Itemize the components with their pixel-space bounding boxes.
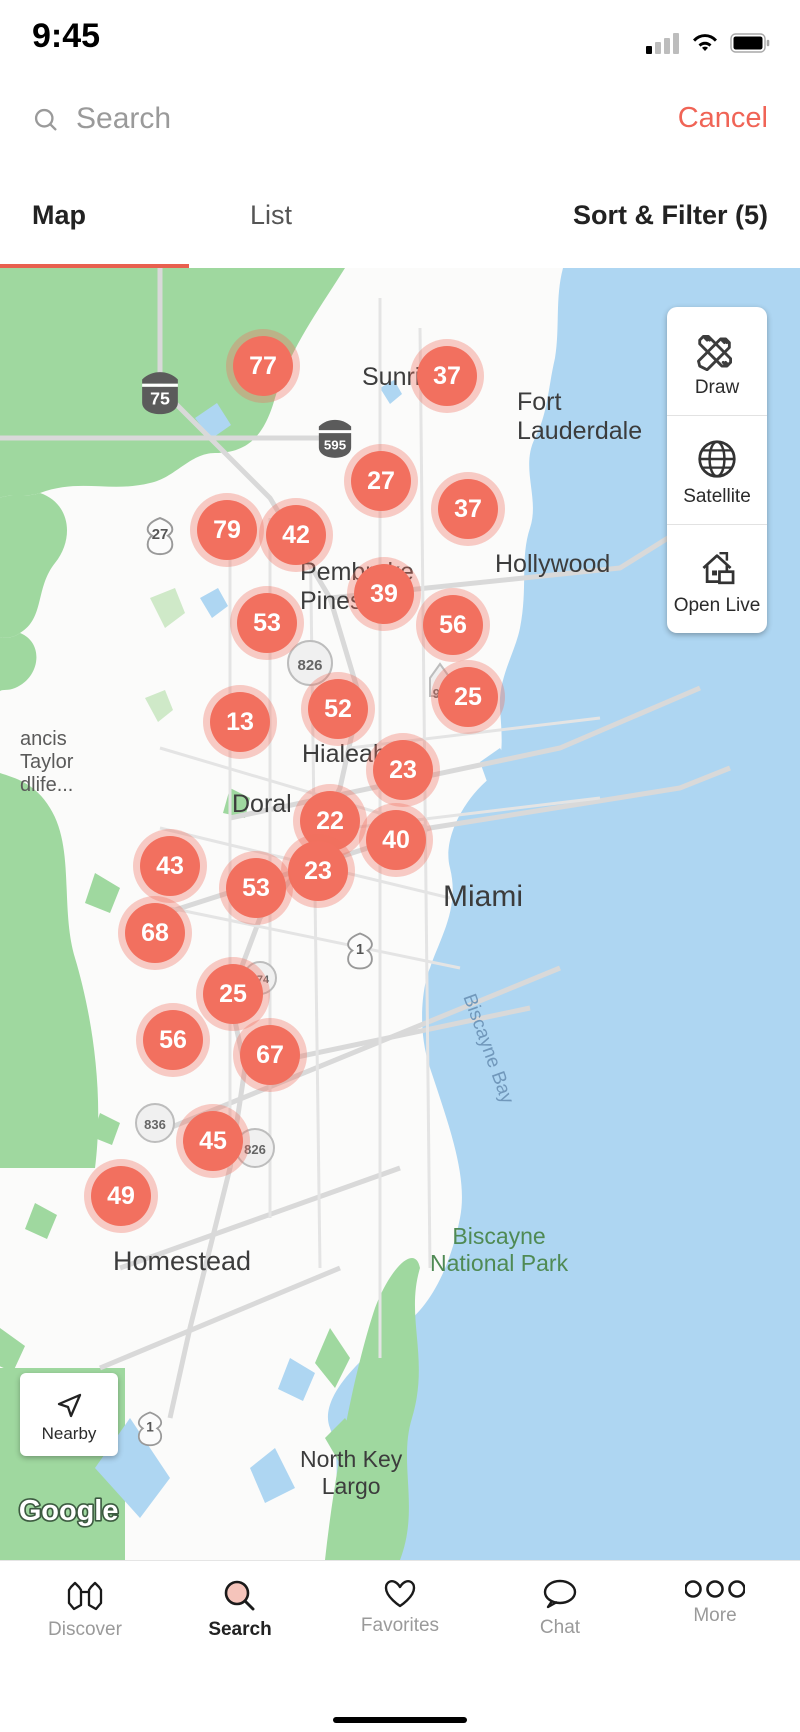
svg-text:1: 1 xyxy=(146,1420,154,1435)
svg-text:Google: Google xyxy=(19,1495,119,1527)
svg-text:836: 836 xyxy=(144,1117,166,1132)
svg-text:1: 1 xyxy=(356,942,364,958)
svg-text:27: 27 xyxy=(152,526,169,543)
svg-text:595: 595 xyxy=(324,437,347,452)
svg-text:75: 75 xyxy=(150,389,170,409)
svg-text:826: 826 xyxy=(244,1142,266,1157)
svg-text:826: 826 xyxy=(297,657,322,674)
